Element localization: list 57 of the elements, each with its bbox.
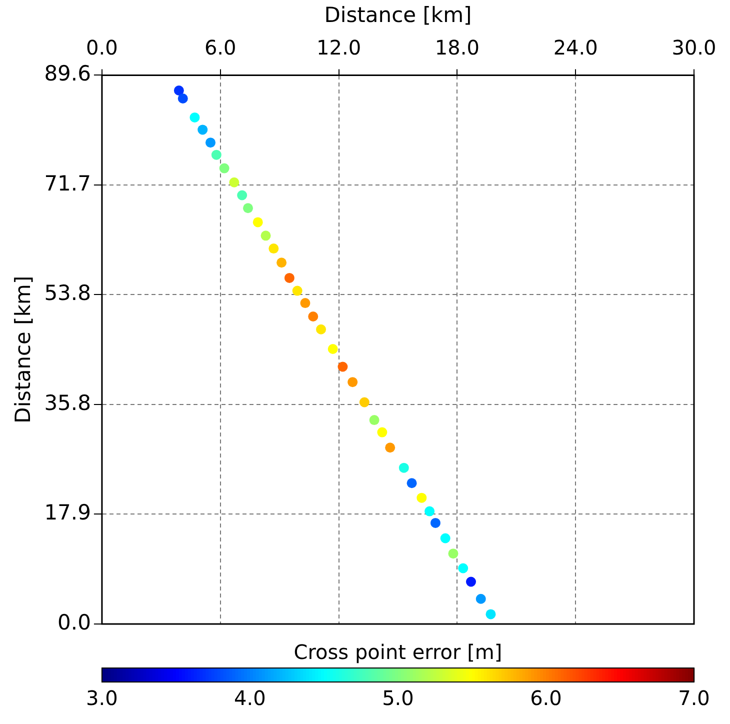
point xyxy=(476,594,486,604)
point xyxy=(466,576,476,587)
point xyxy=(292,286,302,296)
point xyxy=(486,609,496,620)
y-tick-label: 17.9 xyxy=(44,500,91,525)
point xyxy=(385,442,396,453)
point xyxy=(398,462,409,473)
point xyxy=(316,324,326,334)
color-bar-label: 6.0 xyxy=(530,686,562,710)
point xyxy=(348,377,358,388)
point xyxy=(178,93,188,104)
x-tick-label: 30.0 xyxy=(672,35,716,60)
point xyxy=(252,217,263,228)
point xyxy=(308,312,318,322)
color-bar-title: Cross point error [m] xyxy=(294,640,502,664)
point xyxy=(268,244,279,254)
color-bar-label: 5.0 xyxy=(382,686,414,710)
point xyxy=(359,397,370,408)
point xyxy=(276,258,287,268)
point xyxy=(190,112,200,122)
point xyxy=(260,230,271,241)
x-axis-title: Distance [km] xyxy=(324,3,472,28)
point xyxy=(416,492,427,503)
point xyxy=(440,533,450,544)
x-tick-label: 24.0 xyxy=(553,35,598,60)
point xyxy=(328,344,338,354)
y-tick-label: 35.8 xyxy=(44,390,91,415)
point xyxy=(424,506,435,516)
point xyxy=(211,150,222,160)
point xyxy=(198,124,208,135)
point xyxy=(237,190,248,200)
point xyxy=(448,548,458,559)
point xyxy=(242,203,253,214)
y-tick-label: 89.6 xyxy=(44,62,91,86)
point xyxy=(174,86,184,96)
point xyxy=(369,415,380,426)
point xyxy=(300,298,310,308)
point xyxy=(458,563,468,574)
y-tick-label: 71.7 xyxy=(44,171,91,196)
point xyxy=(229,177,240,188)
point xyxy=(377,427,388,438)
point xyxy=(206,138,216,148)
y-tick-label: 53.8 xyxy=(44,281,91,306)
x-tick-label: 0.0 xyxy=(86,35,118,60)
point xyxy=(406,478,417,488)
x-tick-label: 12.0 xyxy=(316,35,362,60)
color-bar-label: 3.0 xyxy=(86,686,118,710)
y-tick-label: 0.0 xyxy=(58,610,91,634)
x-tick-label: 18.0 xyxy=(434,35,480,60)
y-axis-title: Distance [km] xyxy=(11,276,36,424)
point xyxy=(284,272,294,283)
point xyxy=(219,163,230,174)
x-tick-label: 6.0 xyxy=(204,35,236,60)
point xyxy=(338,362,348,372)
point xyxy=(430,518,440,528)
color-bar-label: 7.0 xyxy=(678,686,710,710)
color-bar-label: 4.0 xyxy=(234,686,266,710)
